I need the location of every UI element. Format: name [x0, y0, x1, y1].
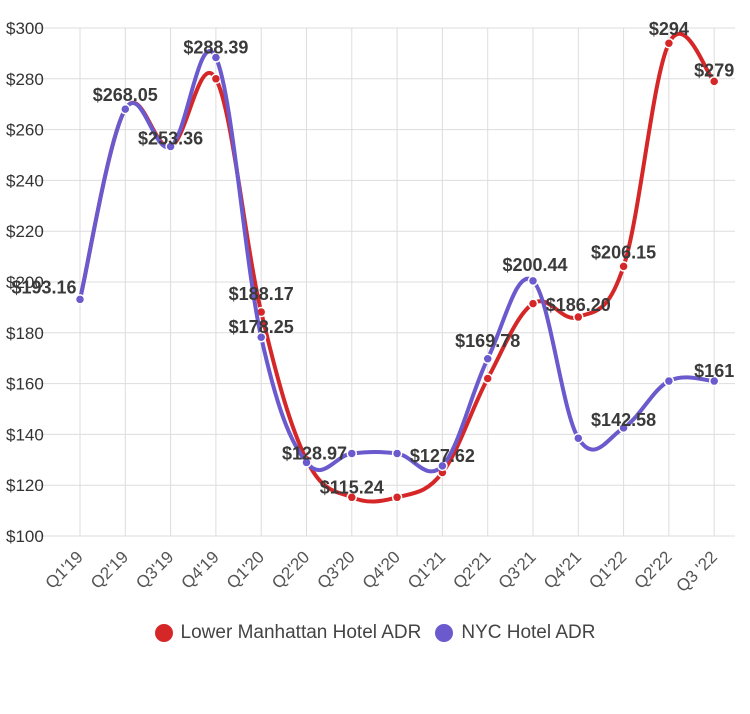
data-point[interactable]: [391, 492, 403, 503]
data-label: $186.20: [546, 295, 611, 315]
legend-swatch-lower-manhattan: [154, 624, 173, 642]
line-chart: $100 $120 $140 $160 $180 $200 $220 $240 $260 $280…: [6, 19, 735, 596]
x-tick-label: Q4'20: [359, 547, 404, 592]
x-tick-label: Q2'21: [449, 547, 494, 592]
data-point[interactable]: [663, 375, 675, 387]
y-tick-label: $240: [6, 171, 44, 190]
data-label: $200.44: [502, 255, 567, 275]
data-label: $206.15: [591, 242, 656, 262]
legend-label-lower-manhattan: Lower Manhattan Hotel ADR: [180, 622, 422, 643]
data-point[interactable]: [482, 353, 493, 365]
data-point[interactable]: [165, 141, 176, 152]
data-label: $188.17: [229, 284, 294, 304]
x-tick-label: Q2'20: [268, 547, 313, 592]
y-tick-label: $200: [6, 273, 44, 292]
x-tick-label: Q3 '22: [673, 547, 721, 595]
series-1: [74, 49, 720, 474]
legend-item-nyc[interactable]: NYC Hotel ADR: [435, 622, 595, 644]
y-tick-label: $300: [6, 19, 44, 38]
y-tick-label: $280: [6, 70, 44, 89]
data-point[interactable]: [482, 373, 493, 384]
data-label: $288.39: [183, 37, 248, 57]
data-label: $128.97: [282, 443, 347, 463]
data-point[interactable]: [346, 448, 358, 459]
x-tick-label: Q1'21: [404, 547, 449, 592]
legend-item-lower-manhattan[interactable]: Lower Manhattan Hotel ADR: [154, 622, 422, 644]
x-tick-label: Q3'19: [132, 547, 177, 592]
data-point[interactable]: [527, 275, 539, 287]
data-point[interactable]: [210, 73, 222, 85]
x-tick-label: Q2'22: [631, 547, 676, 592]
y-tick-label: $180: [6, 324, 44, 343]
data-label: $253.36: [138, 128, 203, 148]
data-label: $127.62: [410, 446, 475, 466]
data-label: $279: [694, 60, 734, 80]
y-tick-label: $100: [6, 527, 44, 546]
data-point[interactable]: [573, 432, 584, 444]
x-tick-label: Q3'21: [495, 547, 540, 592]
data-label: $142.58: [591, 410, 656, 430]
data-point[interactable]: [74, 294, 86, 305]
y-tick-label: $140: [6, 425, 44, 444]
data-point[interactable]: [391, 448, 403, 459]
legend-label-nyc: NYC Hotel ADR: [461, 622, 596, 643]
x-tick-label: Q4'19: [178, 547, 223, 592]
y-tick-label: $220: [6, 222, 44, 241]
x-tick-label: Q3'20: [313, 547, 358, 592]
grid: [34, 27, 735, 537]
y-tick-label: $260: [6, 121, 44, 140]
x-tick-label: Q1'20: [223, 547, 268, 592]
data-label: $178.25: [229, 317, 294, 337]
data-label: $193.16: [11, 277, 76, 297]
data-point[interactable]: [120, 103, 131, 115]
x-tick-label: Q4'21: [540, 547, 585, 592]
data-label: $169.78: [455, 331, 520, 351]
x-tick-label: Q1'22: [585, 547, 630, 592]
data-label: $294: [649, 19, 689, 39]
data-point[interactable]: [527, 298, 539, 309]
data-point[interactable]: [573, 311, 584, 323]
data-point[interactable]: [708, 76, 720, 87]
data-label: $268.05: [93, 85, 158, 105]
data-point[interactable]: [618, 261, 629, 272]
data-point[interactable]: [301, 457, 312, 468]
data-point[interactable]: [255, 331, 267, 343]
y-tick-label: $120: [6, 476, 44, 495]
data-labels: $188.17 $115.24 $186.20 $206.15 $294 $279 $193…: [11, 19, 734, 497]
data-point[interactable]: [708, 375, 720, 387]
data-point[interactable]: [618, 422, 629, 434]
data-point[interactable]: [210, 52, 222, 63]
data-point[interactable]: [663, 37, 675, 49]
legend: Lower Manhattan Hotel ADR NYC Hotel ADR: [0, 622, 750, 644]
data-point[interactable]: [346, 492, 358, 503]
legend-swatch-nyc: [435, 624, 454, 642]
data-point[interactable]: [437, 460, 448, 472]
x-tick-label: Q1'19: [42, 547, 87, 592]
data-label: $115.24: [320, 477, 384, 497]
data-label: $161: [694, 361, 734, 381]
y-tick-label: $160: [6, 375, 44, 394]
x-tick-label: Q2'19: [87, 547, 132, 592]
